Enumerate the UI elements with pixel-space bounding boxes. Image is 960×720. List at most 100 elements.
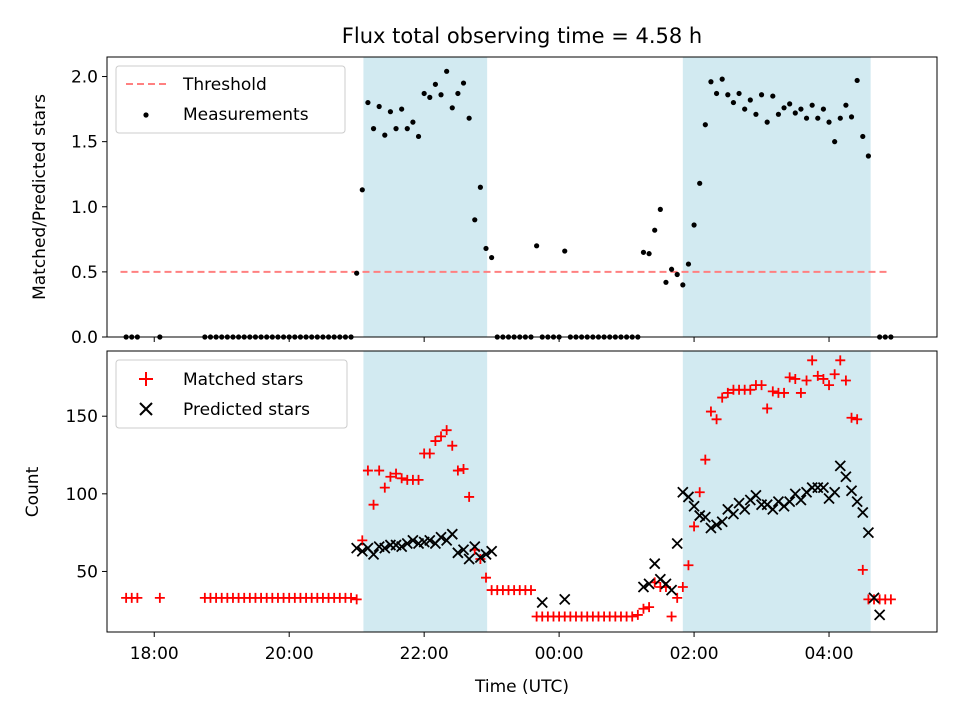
measurement-point [770, 93, 776, 99]
measurement-point [404, 126, 410, 132]
top-highlight-span-0 [363, 57, 488, 337]
measurement-point [370, 126, 377, 132]
matched-star-point [362, 465, 373, 476]
measurement-point [472, 217, 478, 223]
measurement-point [359, 187, 365, 193]
measurement-point [466, 115, 472, 121]
x-tick-label: 00:00 [535, 644, 584, 664]
predicted-star-point [367, 548, 380, 561]
predicted-star-point [688, 500, 700, 512]
measurement-point [747, 97, 753, 103]
predicted-star-point [868, 592, 880, 604]
measurements-legend-marker [143, 112, 149, 118]
matched-star-point [475, 554, 486, 565]
measurement-point [489, 254, 495, 261]
measurement-point [708, 79, 714, 85]
measurement-point [685, 261, 692, 267]
predicted-star-point [356, 545, 368, 557]
measurement-point [680, 282, 686, 288]
matched-star-point [357, 535, 368, 546]
measurement-point [860, 133, 866, 140]
top-y-ticks: 0.0 0.5 1.0 1.5 2.0 [71, 68, 107, 348]
measurement-point [455, 90, 461, 97]
matched-star-point [801, 375, 812, 386]
matched-star-point [379, 482, 390, 493]
matched-star-point [391, 468, 402, 479]
matched-star-point [452, 465, 463, 476]
matched-star-point [346, 592, 357, 603]
predicted-star-point [829, 486, 841, 498]
matched-star-point [677, 581, 688, 592]
top-y-tick-label: 2.0 [71, 68, 98, 88]
predicted-star-point [469, 540, 481, 553]
matched-star-point [447, 440, 458, 451]
measurement-point [393, 126, 399, 132]
x-tick-label: 20:00 [265, 644, 314, 664]
measurement-point [460, 80, 467, 86]
measurement-point [410, 119, 416, 125]
predicted-star-point [401, 537, 413, 550]
measurement-point [697, 180, 703, 186]
predicted-star-point [396, 540, 408, 553]
matched-star-point [818, 373, 829, 384]
matched-star-point [857, 564, 868, 575]
bottom-legend: Matched stars Predicted stars [115, 359, 348, 429]
measurement-point [438, 92, 444, 98]
predicted-star-point [795, 494, 807, 506]
x-tick-label: 04:00 [805, 644, 854, 664]
predicted-star-point [682, 491, 695, 503]
predicted-star-point [857, 506, 869, 519]
measurement-point [809, 102, 815, 108]
measurement-point [562, 248, 568, 254]
predicted-legend-label: Predicted stars [183, 400, 310, 420]
measurement-point [826, 119, 832, 125]
predicted-star-point [862, 527, 875, 539]
predicted-star-point [834, 460, 846, 472]
bottom-axes-frame [106, 350, 938, 633]
measurement-point [382, 132, 388, 138]
bottom-highlight-span-0 [363, 351, 488, 632]
predicted-star-point [424, 534, 436, 547]
matched-star-point [795, 387, 806, 398]
predicted-star-point [705, 522, 717, 534]
matched-star-point [672, 592, 683, 603]
predicted-star-point [671, 537, 683, 550]
measurements-legend-label: Measurements [183, 105, 309, 125]
chart-title: Flux total observing time = 4.58 h [342, 24, 702, 48]
bottom-y-ticks: 50 100 150 [66, 407, 107, 582]
predicted-star-point [643, 578, 655, 590]
top-x-ticks [153, 337, 830, 342]
matched-star-point [835, 355, 846, 366]
top-y-axis-label: Matched/Predicted stars [30, 94, 50, 300]
bottom-y-tick-label: 50 [76, 562, 98, 582]
measurement-point [668, 266, 675, 272]
matched-star-point [413, 474, 424, 485]
measurement-point [787, 101, 793, 107]
predicted-star-point [637, 581, 650, 593]
predicted-star-point [727, 508, 740, 520]
measurement-point [657, 206, 663, 212]
predicted-star-point [379, 542, 391, 554]
measurement-point [775, 111, 782, 117]
measurement-point [781, 105, 787, 111]
matched-star-point [700, 454, 711, 465]
bottom-highlight-span-1 [682, 351, 871, 632]
predicted-stars-points [351, 460, 886, 621]
matched-star-point [132, 592, 143, 603]
matched-star-point [368, 499, 379, 510]
measurement-point [534, 243, 540, 249]
predicted-star-point [474, 551, 487, 564]
matched-stars-points [121, 355, 896, 622]
matched-star-point [824, 380, 835, 391]
matched-star-point [807, 355, 818, 366]
top-axes-frame [106, 56, 938, 338]
matched-legend-label: Matched stars [183, 370, 303, 390]
matched-star-point [525, 585, 536, 596]
predicted-star-point [784, 495, 796, 508]
measurement-point [758, 92, 765, 98]
predicted-star-point [710, 519, 723, 531]
measurement-point [652, 227, 658, 233]
matched-star-point [666, 611, 677, 622]
x-axis-label: Time (UTC) [474, 677, 569, 697]
measurement-point [399, 106, 405, 112]
